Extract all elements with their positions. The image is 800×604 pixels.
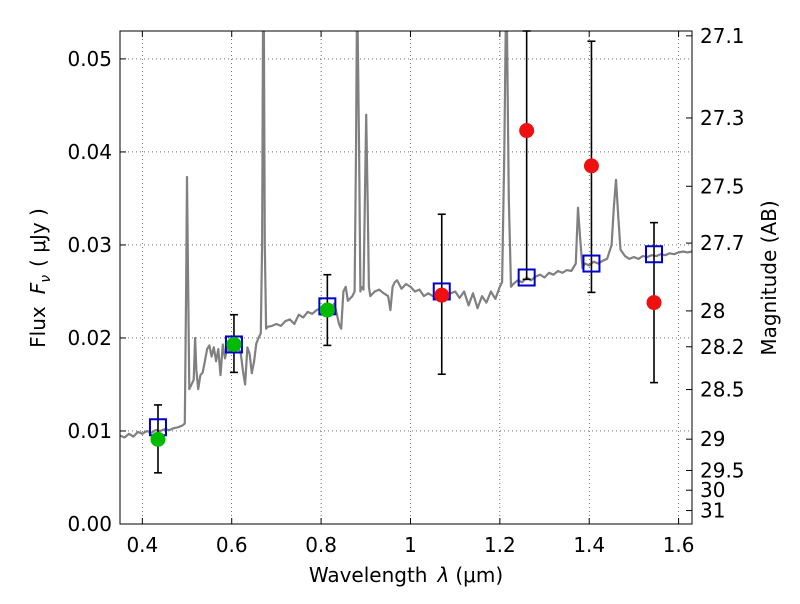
y-tick-label: 0.02 bbox=[67, 326, 112, 350]
x-tick-label: 1.6 bbox=[663, 533, 695, 557]
red-point bbox=[583, 158, 599, 174]
y-axis-label: FluxFν( μJy ) bbox=[26, 208, 54, 348]
grid-layer bbox=[120, 31, 692, 525]
x-tick-label: 0.8 bbox=[305, 533, 337, 557]
mag-tick-label: 28 bbox=[700, 299, 725, 323]
y-tick-label: 0.05 bbox=[67, 47, 112, 71]
plot-frame bbox=[119, 30, 693, 525]
green-point bbox=[226, 336, 242, 352]
mag-tick-label: 29.5 bbox=[700, 458, 745, 482]
axis-layer: 0.4 0.6 0.8 1 1.2 1.4 1.6 0.00 0.01 0.02 0.03 0.04 0… bbox=[67, 24, 744, 557]
mag-tick-label: 30 bbox=[700, 478, 725, 502]
y2-axis-label: Magnitude (AB) bbox=[757, 200, 781, 355]
mag-tick-label: 27.5 bbox=[700, 174, 745, 198]
mag-tick-label: 27.7 bbox=[700, 231, 745, 255]
model-square bbox=[582, 254, 601, 273]
mag-tick-label: 31 bbox=[700, 499, 725, 523]
mag-tick-label: 29 bbox=[700, 427, 725, 451]
mag-tick-label: 28.5 bbox=[700, 378, 745, 402]
y-tick-label: 0.01 bbox=[67, 419, 112, 443]
spectrum-line bbox=[120, 31, 692, 439]
red-point bbox=[646, 295, 662, 311]
mag-tick-label: 27.1 bbox=[700, 24, 745, 48]
x-tick-label: 0.4 bbox=[126, 533, 158, 557]
red-point bbox=[434, 287, 450, 303]
x-tick-label: 1.2 bbox=[484, 533, 516, 557]
y-tick-label: 0.04 bbox=[67, 140, 112, 164]
x-tick-label: 1 bbox=[404, 533, 417, 557]
model-square bbox=[224, 335, 243, 354]
x-tick-label: 0.6 bbox=[216, 533, 248, 557]
model-square bbox=[645, 245, 664, 264]
x-axis-label: Wavelength λ (μm) bbox=[309, 563, 503, 587]
y-tick-label: 0.03 bbox=[67, 233, 112, 257]
model-square bbox=[517, 268, 536, 287]
green-point bbox=[150, 431, 166, 447]
red-point bbox=[519, 123, 535, 139]
green-point bbox=[319, 302, 335, 318]
marker-layer bbox=[148, 30, 664, 474]
series-layer bbox=[120, 31, 692, 439]
mag-tick-label: 27.3 bbox=[700, 106, 745, 130]
mag-tick-label: 28.2 bbox=[700, 335, 745, 359]
x-tick-label: 1.4 bbox=[573, 533, 605, 557]
y-tick-label: 0.00 bbox=[67, 512, 112, 536]
